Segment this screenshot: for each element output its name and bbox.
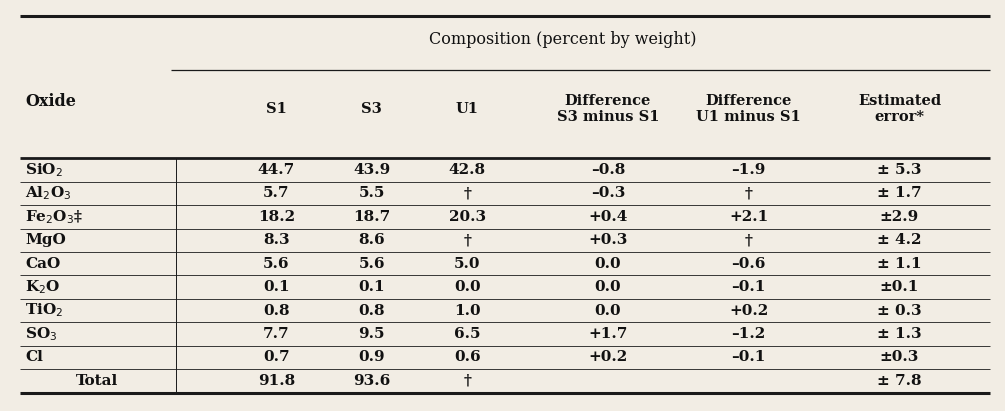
Text: –0.6: –0.6 [732,256,766,271]
Text: 18.2: 18.2 [258,210,294,224]
Text: 1.0: 1.0 [454,303,480,318]
Text: Al$_2$O$_3$: Al$_2$O$_3$ [25,185,71,202]
Text: †: † [745,233,753,247]
Text: 18.7: 18.7 [353,210,391,224]
Text: ±2.9: ±2.9 [879,210,920,224]
Text: –1.2: –1.2 [732,327,766,341]
Text: –1.9: –1.9 [732,163,766,177]
Text: ± 4.2: ± 4.2 [877,233,922,247]
Text: 42.8: 42.8 [449,163,485,177]
Text: S1: S1 [266,102,286,116]
Text: †: † [463,233,471,247]
Text: Estimated
error*: Estimated error* [858,94,941,124]
Text: ±0.1: ±0.1 [879,280,920,294]
Text: 0.1: 0.1 [263,280,289,294]
Text: ± 0.3: ± 0.3 [877,303,922,318]
Text: †: † [745,186,753,201]
Text: ± 5.3: ± 5.3 [877,163,922,177]
Text: +0.2: +0.2 [729,303,769,318]
Text: 0.6: 0.6 [454,350,480,365]
Text: 0.8: 0.8 [359,303,385,318]
Text: 5.7: 5.7 [263,186,289,201]
Text: 5.0: 5.0 [454,256,480,271]
Text: 93.6: 93.6 [353,374,391,388]
Text: +0.4: +0.4 [588,210,628,224]
Text: 0.9: 0.9 [359,350,385,365]
Text: 20.3: 20.3 [449,210,485,224]
Text: †: † [463,374,471,388]
Text: 5.5: 5.5 [359,186,385,201]
Text: Difference
S3 minus S1: Difference S3 minus S1 [557,94,659,124]
Text: Fe$_2$O$_3$‡: Fe$_2$O$_3$‡ [25,208,83,226]
Text: 7.7: 7.7 [263,327,289,341]
Text: Difference
U1 minus S1: Difference U1 minus S1 [696,94,801,124]
Text: Oxide: Oxide [25,92,76,110]
Text: +2.1: +2.1 [729,210,769,224]
Text: 91.8: 91.8 [257,374,295,388]
Text: MgO: MgO [25,233,66,247]
Text: +1.7: +1.7 [588,327,628,341]
Text: S3: S3 [362,102,382,116]
Text: 5.6: 5.6 [359,256,385,271]
Text: 8.3: 8.3 [263,233,289,247]
Text: U1: U1 [456,102,478,116]
Text: –0.1: –0.1 [732,280,766,294]
Text: ± 1.1: ± 1.1 [877,256,922,271]
Text: 0.0: 0.0 [595,256,621,271]
Text: Composition (percent by weight): Composition (percent by weight) [429,30,696,48]
Text: 6.5: 6.5 [454,327,480,341]
Text: Total: Total [75,374,118,388]
Text: –0.1: –0.1 [732,350,766,365]
Text: TiO$_2$: TiO$_2$ [25,302,63,319]
Text: ±0.3: ±0.3 [879,350,920,365]
Text: SiO$_2$: SiO$_2$ [25,161,63,179]
Text: 0.1: 0.1 [359,280,385,294]
Text: K$_2$O: K$_2$O [25,278,60,296]
Text: 0.0: 0.0 [595,303,621,318]
Text: 0.7: 0.7 [263,350,289,365]
Text: 43.9: 43.9 [353,163,391,177]
Text: –0.8: –0.8 [591,163,625,177]
Text: +0.2: +0.2 [588,350,628,365]
Text: 44.7: 44.7 [257,163,295,177]
Text: CaO: CaO [25,256,60,271]
Text: ± 7.8: ± 7.8 [877,374,922,388]
Text: 9.5: 9.5 [359,327,385,341]
Text: SO$_3$: SO$_3$ [25,325,57,343]
Text: –0.3: –0.3 [591,186,625,201]
Text: Cl: Cl [25,350,43,365]
Text: +0.3: +0.3 [588,233,628,247]
Text: 0.8: 0.8 [263,303,289,318]
Text: ± 1.3: ± 1.3 [877,327,922,341]
Text: 8.6: 8.6 [359,233,385,247]
Text: ± 1.7: ± 1.7 [877,186,922,201]
Text: †: † [463,186,471,201]
Text: 0.0: 0.0 [454,280,480,294]
Text: 5.6: 5.6 [263,256,289,271]
Text: 0.0: 0.0 [595,280,621,294]
